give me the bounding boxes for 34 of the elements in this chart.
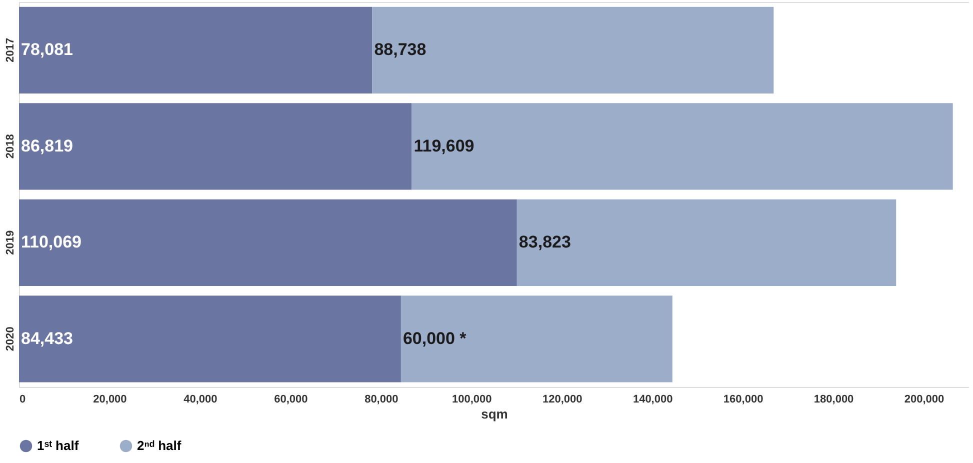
- x-tick-label: 100,000: [452, 394, 492, 406]
- x-tick-label: 160,000: [723, 394, 764, 406]
- x-tick-label: 0: [20, 394, 26, 406]
- y-tick-label: 2018: [4, 134, 16, 159]
- x-tick-label: 20,000: [93, 394, 127, 406]
- data-label: 88,738: [374, 40, 426, 60]
- data-label: 83,823: [518, 232, 571, 252]
- y-tick-label: 2019: [4, 230, 16, 255]
- data-label: 84,433: [21, 328, 73, 348]
- legend-label: 2ⁿᵈ half: [137, 438, 182, 453]
- x-tick-label: 80,000: [364, 394, 398, 406]
- y-tick-label: 2020: [4, 326, 16, 352]
- data-label: 60,000 *: [402, 328, 467, 348]
- bar: [400, 296, 672, 382]
- x-tick-label: 140,000: [632, 394, 673, 406]
- x-axis-title: sqm: [481, 406, 508, 422]
- x-tick-label: 60,000: [274, 394, 308, 406]
- x-tick-label: 200,000: [904, 394, 944, 406]
- bar: [412, 103, 953, 190]
- data-label: 110,069: [21, 232, 82, 252]
- data-label: 78,081: [21, 40, 73, 60]
- bar: [516, 199, 896, 286]
- x-tick-label: 180,000: [814, 394, 854, 406]
- bar: [19, 6, 372, 94]
- y-tick-label: 2017: [4, 38, 16, 62]
- data-label: 86,819: [21, 136, 73, 156]
- bar: [19, 199, 517, 286]
- x-tick-label: 120,000: [542, 394, 582, 406]
- bar: [19, 103, 412, 190]
- bar: [19, 296, 401, 382]
- legend-label: 1ˢᵗ half: [37, 438, 80, 453]
- bar: [372, 6, 774, 94]
- data-label: 119,609: [414, 136, 474, 156]
- x-tick-label: 40,000: [184, 394, 218, 406]
